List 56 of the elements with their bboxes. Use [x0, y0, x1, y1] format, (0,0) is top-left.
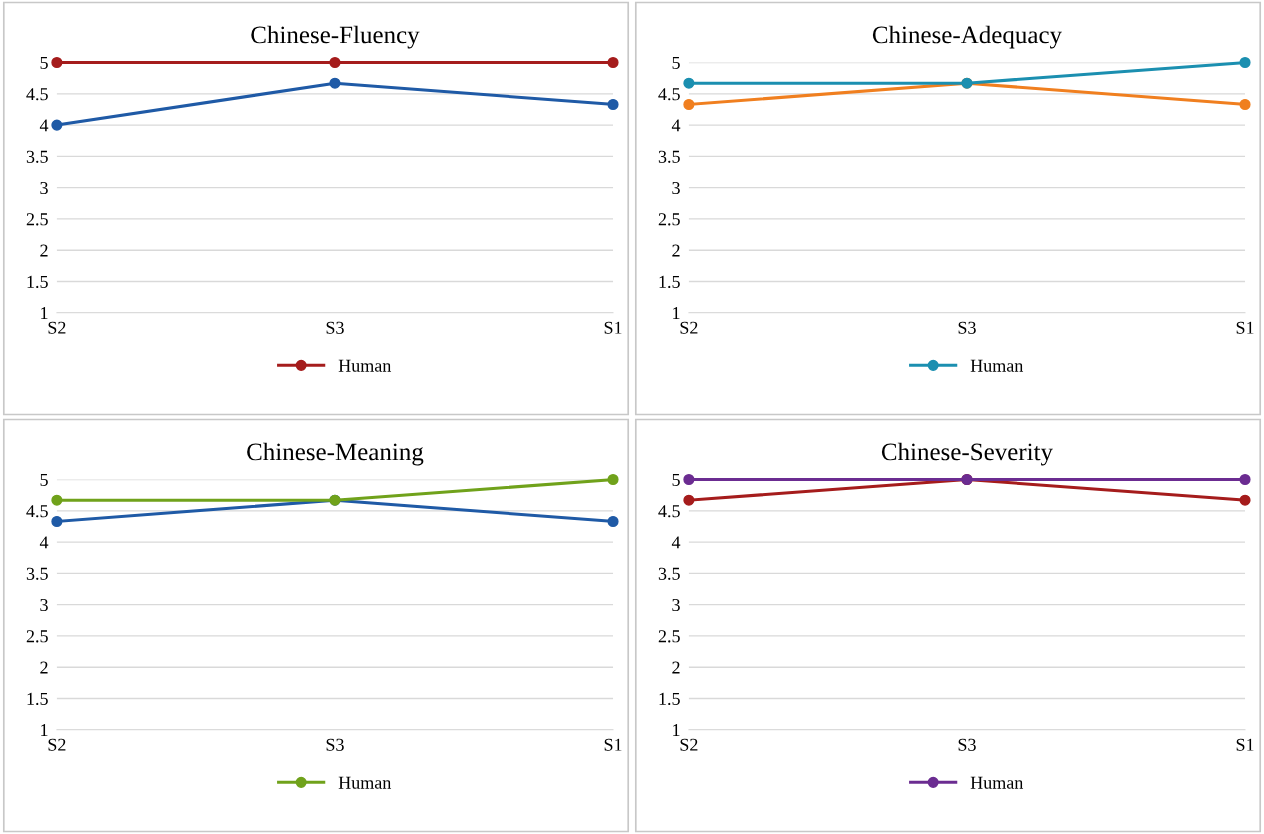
y-tick-label: 2 — [672, 244, 680, 257]
x-tick-label: S3 — [958, 321, 976, 334]
y-tick-label: 5 — [672, 56, 680, 69]
x-tick-label: S1 — [1236, 321, 1254, 334]
y-tick-label: 2.5 — [26, 213, 48, 226]
y-tick-label: 3.5 — [658, 567, 680, 580]
y-tick-label: 3 — [40, 598, 48, 612]
y-tick-label: 2 — [40, 661, 48, 674]
y-tick-label: 4 — [671, 536, 681, 549]
y-tick-label: 1 — [41, 307, 48, 320]
y-tick-label: 1 — [673, 307, 680, 320]
y-tick-label: 3.5 — [26, 567, 48, 580]
x-tick-label: S2 — [680, 321, 698, 334]
y-tick-label: 4.5 — [658, 88, 680, 101]
y-tick-label: 3.5 — [26, 150, 48, 163]
y-tick-label: 5 — [40, 56, 48, 69]
y-tick-label: 4.5 — [658, 505, 680, 518]
y-tick-label: 2 — [40, 244, 48, 257]
legend-label: Human — [338, 359, 392, 372]
x-tick-label: S1 — [604, 321, 622, 334]
legend-label: Human — [338, 776, 392, 789]
y-tick-label: 5 — [672, 473, 680, 486]
chart-title: Chinese-Meaning — [247, 442, 424, 466]
y-tick-label: 3 — [672, 598, 680, 612]
y-tick-label: 1 — [41, 724, 48, 737]
y-tick-label: 4.5 — [26, 505, 48, 518]
x-tick-label: S2 — [680, 738, 698, 751]
x-tick-label: S2 — [48, 738, 66, 751]
y-tick-label: 2.5 — [658, 630, 680, 643]
x-tick-label: S1 — [604, 738, 622, 751]
legend-label: Human — [970, 359, 1024, 372]
y-tick-label: 3.5 — [658, 150, 680, 163]
y-tick-label: 4.5 — [26, 88, 48, 101]
y-tick-label: 1.5 — [659, 275, 680, 288]
y-tick-label: 2.5 — [26, 630, 48, 643]
y-tick-label: 1.5 — [27, 692, 48, 705]
y-tick-label: 4 — [39, 119, 49, 132]
y-tick-label: 1.5 — [27, 275, 48, 288]
y-tick-label: 1.5 — [659, 692, 680, 705]
y-tick-label: 3 — [40, 181, 48, 195]
y-tick-label: 4 — [39, 536, 49, 549]
y-tick-label: 4 — [671, 119, 681, 132]
chart-title: Chinese-Fluency — [251, 25, 420, 49]
x-tick-label: S3 — [326, 321, 344, 334]
chart-title: Chinese-Adequacy — [872, 25, 1062, 49]
chart-title: Chinese-Severity — [881, 442, 1053, 466]
y-tick-label: 2 — [672, 661, 680, 674]
y-tick-label: 3 — [672, 181, 680, 195]
y-tick-label: 1 — [673, 724, 680, 737]
x-tick-label: S1 — [1236, 738, 1254, 751]
x-tick-label: S3 — [326, 738, 344, 751]
x-tick-label: S3 — [958, 738, 976, 751]
legend-label: Human — [970, 776, 1024, 789]
y-tick-label: 5 — [40, 473, 48, 486]
x-tick-label: S2 — [48, 321, 66, 334]
y-tick-label: 2.5 — [658, 213, 680, 226]
